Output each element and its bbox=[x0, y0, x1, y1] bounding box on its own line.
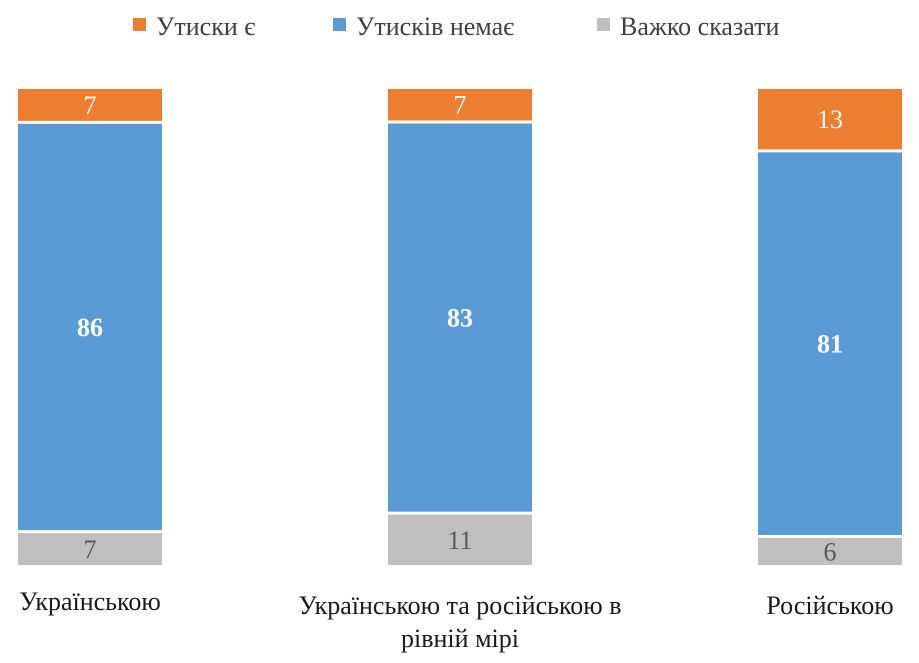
data-label-3-series-1: 13 bbox=[817, 105, 843, 134]
category-label-2-line-2: рівній мірі bbox=[401, 624, 519, 653]
data-label-1-series-3: 7 bbox=[84, 535, 97, 564]
bar-2-series-1 bbox=[388, 89, 532, 121]
data-label-2-series-3: 11 bbox=[447, 526, 472, 555]
bar-3-series-2 bbox=[758, 152, 902, 535]
legend-swatch-series-3 bbox=[597, 18, 610, 31]
legend-label-series-1: Утиски є bbox=[156, 12, 255, 41]
bars: 7 86 7 7 83 11 13 81 6 bbox=[18, 89, 902, 566]
legend-swatch-series-1 bbox=[133, 18, 146, 31]
legend-swatch-series-2 bbox=[333, 18, 346, 31]
category-label-2-line-1: Українською та російською в bbox=[298, 591, 621, 620]
data-label-1-series-2: 86 bbox=[77, 313, 103, 342]
data-label-3-series-3: 6 bbox=[824, 537, 837, 566]
bar-3-series-1 bbox=[758, 89, 902, 150]
data-label-3-series-2: 81 bbox=[817, 330, 843, 359]
bar-3-series-3 bbox=[758, 537, 902, 565]
category-label-3-line-1: Російською bbox=[766, 591, 893, 620]
bar-1-series-2 bbox=[18, 123, 162, 531]
bar-1-series-1 bbox=[18, 89, 162, 121]
data-label-2-series-2: 83 bbox=[447, 304, 473, 333]
legend-label-series-3: Важко сказати bbox=[620, 12, 779, 41]
bar-1-series-3 bbox=[18, 533, 162, 565]
legend-label-series-2: Утисків немає bbox=[356, 12, 514, 41]
legend: Утиски є Утисків немає Важко сказати bbox=[133, 12, 779, 41]
data-label-1-series-1: 7 bbox=[84, 91, 97, 120]
category-label-1-line-1: Українською bbox=[19, 587, 161, 616]
bar-2-series-3 bbox=[388, 514, 532, 565]
bar-2-series-2 bbox=[388, 123, 532, 512]
data-label-2-series-1: 7 bbox=[454, 91, 467, 120]
category-labels: Українською Українською та російською в рі… bbox=[19, 587, 893, 653]
